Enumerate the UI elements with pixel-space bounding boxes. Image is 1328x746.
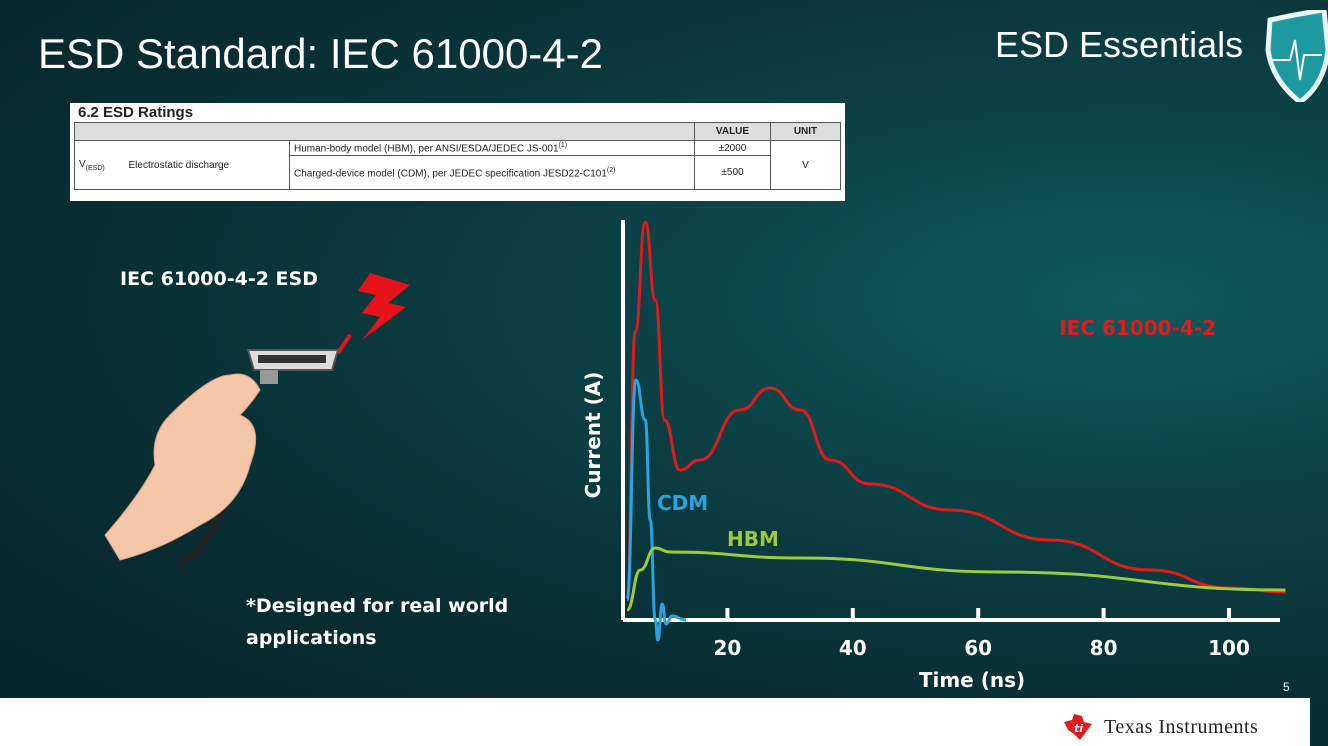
series-line-cdm bbox=[625, 378, 687, 642]
unit-cell: V bbox=[770, 139, 841, 191]
y-axis-label: Current (A) bbox=[581, 372, 605, 499]
brand-title: ESD Essentials bbox=[995, 24, 1244, 65]
condition-cell: Human-body model (HBM), per ANSI/ESDA/JE… bbox=[289, 139, 695, 157]
series-label-iec: IEC 61000-4-2 bbox=[1059, 316, 1216, 340]
series-label-cdm: CDM bbox=[657, 491, 708, 515]
svg-text:ti: ti bbox=[1074, 722, 1083, 735]
x-tick-label: 100 bbox=[1208, 636, 1250, 660]
series-line-hbm bbox=[625, 546, 1286, 612]
series-line-iec-61000-4-2 bbox=[625, 220, 1286, 602]
esd-ratings-table: 6.2 ESD Ratings VALUE UNIT V(ESD) Electro… bbox=[70, 103, 845, 201]
x-axis-label: Time (ns) bbox=[919, 668, 1025, 692]
texas-instruments-logo-icon: ti bbox=[1064, 714, 1092, 740]
x-tick-label: 80 bbox=[1090, 636, 1118, 660]
condition-cell: Charged-device model (CDM), per JEDEC sp… bbox=[289, 155, 695, 191]
header-unit: UNIT bbox=[770, 122, 841, 141]
hand-hdmi-illustration bbox=[104, 273, 410, 568]
illustration-label: IEC 61000-4-2 ESD bbox=[120, 268, 318, 290]
x-tick-label: 40 bbox=[839, 636, 867, 660]
hdmi-connector-icon bbox=[246, 349, 340, 384]
x-tick-label: 20 bbox=[713, 636, 741, 660]
series-label-hbm: HBM bbox=[727, 527, 779, 551]
symbol-cell: V(ESD) bbox=[74, 139, 125, 191]
page-number: 5 bbox=[1283, 680, 1290, 694]
parameter-cell: Electrostatic discharge bbox=[124, 139, 290, 191]
value-cell: ±500 bbox=[694, 155, 771, 191]
table-heading: 6.2 ESD Ratings bbox=[78, 104, 194, 121]
note-text: *Designed for real world applications bbox=[246, 595, 509, 649]
texas-instruments-logo: ti Texas Instruments bbox=[1062, 712, 1258, 742]
x-tick-label: 60 bbox=[964, 636, 992, 660]
footer-bar bbox=[0, 698, 1310, 746]
hand-icon bbox=[104, 373, 261, 561]
lightning-bolt-icon bbox=[358, 273, 410, 340]
shield-heartbeat-icon bbox=[1265, 10, 1328, 102]
slide-title: ESD Standard: IEC 61000-4-2 bbox=[38, 30, 603, 77]
